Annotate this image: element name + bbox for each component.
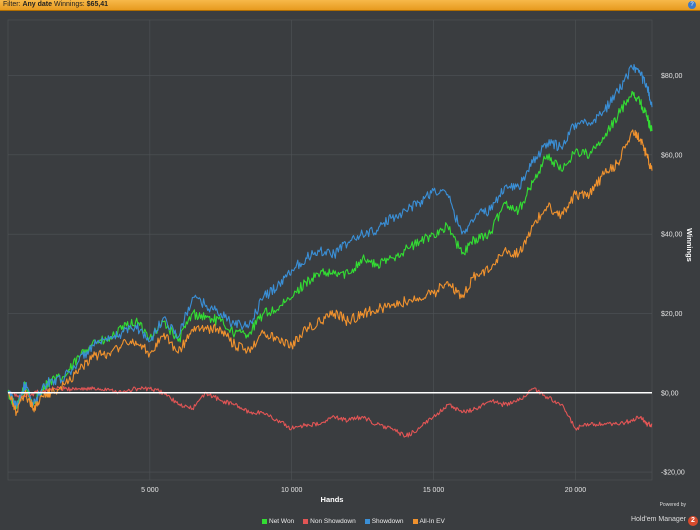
legend-label: Non Showdown bbox=[310, 518, 356, 525]
legend-item-net-won[interactable]: Net Won bbox=[262, 518, 294, 525]
y-tick-label: $20,00 bbox=[661, 311, 683, 318]
series-line-non-showdown bbox=[7, 385, 653, 438]
series-line-net-won bbox=[7, 90, 653, 410]
chart-series bbox=[7, 64, 653, 438]
y-tick-label: $60,00 bbox=[661, 152, 683, 159]
brand-watermark: Powered by Hold'em Manager 2 bbox=[630, 502, 698, 526]
legend-swatch bbox=[262, 519, 267, 524]
filter-bar[interactable]: Filter: Any date Winnings: $65,41 ? bbox=[0, 0, 700, 11]
y-axis-title: Winnings bbox=[685, 228, 694, 262]
x-tick-label: 5 000 bbox=[141, 487, 159, 494]
winnings-value: $65,41 bbox=[86, 1, 109, 8]
legend-item-non-showdown[interactable]: Non Showdown bbox=[303, 518, 356, 525]
powered-by-text: Powered by bbox=[659, 502, 686, 508]
legend-label: Net Won bbox=[269, 518, 295, 525]
y-tick-label: $0,00 bbox=[661, 390, 679, 397]
series-line-all-in-ev bbox=[8, 129, 653, 417]
x-tick-label: 15 000 bbox=[423, 487, 445, 494]
y-tick-label: $40,00 bbox=[661, 232, 683, 239]
legend-swatch bbox=[303, 519, 309, 524]
hm2-logo-icon: 2 bbox=[688, 516, 698, 526]
legend-label: All-In EV bbox=[419, 518, 445, 525]
legend-swatch bbox=[364, 519, 370, 524]
legend-item-showdown[interactable]: Showdown bbox=[364, 518, 404, 525]
filter-summary: Filter: Any date Winnings: $65,41 bbox=[3, 0, 108, 10]
chart-legend: Net Won Non Showdown Showdown All-In EV bbox=[262, 518, 445, 525]
legend-label: Showdown bbox=[371, 518, 404, 525]
brand-name: Hold'em Manager bbox=[630, 516, 686, 523]
filter-label: Filter: bbox=[3, 1, 21, 8]
y-tick-label: -$20,00 bbox=[661, 470, 685, 477]
winnings-label: Winnings: bbox=[53, 1, 85, 8]
legend-item-all-in-ev[interactable]: All-In EV bbox=[412, 518, 445, 525]
x-axis-title: Hands bbox=[321, 495, 344, 504]
y-tick-label: $80,00 bbox=[661, 73, 683, 80]
filter-value[interactable]: Any date bbox=[22, 1, 53, 8]
chart-ticks: 5 000 10 000 15 000 20 000 $80,00 $60,00 $40,0… bbox=[141, 73, 685, 494]
x-tick-label: 10 000 bbox=[281, 487, 303, 494]
legend-swatch bbox=[412, 519, 418, 524]
plot-frame bbox=[7, 19, 653, 481]
help-icon[interactable]: ? bbox=[688, 1, 696, 9]
series-line-showdown bbox=[7, 64, 653, 409]
chart-grid bbox=[7, 19, 653, 481]
x-tick-label: 20 000 bbox=[565, 487, 587, 494]
